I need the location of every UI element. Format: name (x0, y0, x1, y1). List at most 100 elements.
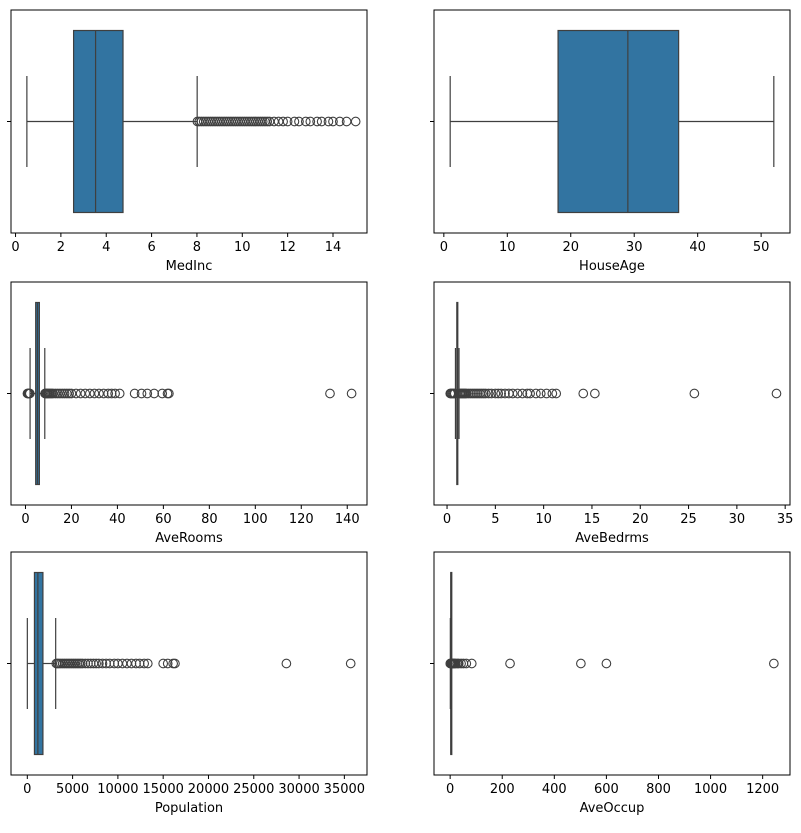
averooms-outlier (325, 388, 335, 399)
avebedrms-x-tick-label: 15 (584, 512, 601, 527)
averooms-x-tick-label: 0 (21, 512, 29, 527)
population-iqr-box (33, 571, 44, 756)
medinc-outlier (294, 116, 304, 127)
population-outlier (91, 658, 102, 669)
averooms-outlier (129, 388, 140, 399)
medinc-outlier (289, 116, 300, 127)
medinc-outlier (305, 116, 316, 127)
averooms-outlier (157, 388, 168, 399)
averooms-outlier (103, 388, 114, 399)
medinc-outlier (328, 116, 338, 127)
medinc-outlier (334, 116, 345, 127)
population-outlier (345, 658, 356, 669)
averooms-outlier (94, 388, 104, 399)
avebedrms-outlier (486, 388, 497, 399)
averooms-outlier (24, 388, 35, 399)
averooms-outlier (164, 388, 174, 399)
population-outlier (158, 658, 169, 669)
medinc-x-tick-label: 12 (279, 240, 296, 255)
aveoccup-outlier (466, 658, 477, 669)
averooms-outlier (98, 388, 109, 399)
avebedrms-x-tick-label: 20 (632, 512, 649, 527)
averooms-x-tick-label: 120 (289, 512, 314, 527)
averooms-outlier (61, 388, 72, 399)
population-x-tick-label: 0 (23, 782, 31, 797)
averooms-outlier (110, 388, 120, 399)
aveoccup-outlier (456, 658, 466, 669)
averooms-outlier (66, 388, 77, 399)
houseage-x-tick-label: 50 (753, 240, 770, 255)
medinc-outlier (300, 116, 311, 127)
houseage-x-tick-label: 0 (440, 240, 448, 255)
population-x-tick-label: 10000 (97, 782, 138, 797)
population-outlier (281, 658, 292, 669)
avebedrms-outlier (551, 388, 562, 399)
population-x-tick-label: 5000 (56, 782, 89, 797)
population-x-tick-label: 35000 (324, 782, 365, 797)
avebedrms-outlier (493, 388, 504, 399)
avebedrms-outlier (531, 388, 541, 399)
avebedrms-outlier (512, 388, 523, 399)
panel-medinc: 0 2 4 6 8 10 12 14 MedInc (7, 9, 368, 274)
population-outlier (170, 658, 180, 669)
avebedrms-outlier (496, 388, 506, 399)
medinc-x-tick-label: 0 (11, 240, 19, 255)
averooms-outlier (80, 388, 91, 399)
medinc-x-tick-label: 6 (147, 240, 155, 255)
averooms-outlier (346, 388, 357, 399)
avebedrms-outlier (771, 388, 782, 399)
population-outlier (97, 658, 108, 669)
population-outlier (94, 658, 104, 669)
averooms-x-tick-label: 140 (335, 512, 360, 527)
houseage-x-tick-label: 10 (499, 240, 516, 255)
medinc-axis-label: MedInc (166, 259, 213, 274)
aveoccup-x-tick-label: 0 (446, 782, 454, 797)
averooms-x-tick-label: 80 (201, 512, 218, 527)
medinc-x-tick-label: 4 (102, 240, 110, 255)
avebedrms-outlier (483, 388, 494, 399)
population-x-tick-label: 30000 (278, 782, 319, 797)
avebedrms-outlier (480, 388, 491, 399)
medinc-x-tick-label: 14 (325, 240, 342, 255)
averooms-outlier (84, 388, 95, 399)
averooms-outlier (48, 388, 58, 399)
aveoccup-outlier (576, 658, 586, 669)
avebedrms-outlier (541, 388, 552, 399)
population-outlier (139, 658, 150, 669)
population-x-tick-label: 25000 (233, 782, 274, 797)
population-axis-label: Population (155, 801, 223, 816)
averooms-x-tick-label: 20 (63, 512, 80, 527)
houseage-x-tick-label: 30 (626, 240, 643, 255)
averooms-outlier (71, 388, 81, 399)
aveoccup-outlier (453, 658, 464, 669)
medinc-outlier (282, 116, 293, 127)
avebedrms-outlier (490, 388, 501, 399)
medinc-outlier (312, 116, 322, 127)
aveoccup-outlier (601, 658, 612, 669)
medinc-outlier (323, 116, 334, 127)
avebedrms-outlier (525, 388, 535, 399)
averooms-outlier (52, 388, 63, 399)
houseage-x-tick-label: 20 (562, 240, 579, 255)
avebedrms-x-tick-label: 25 (680, 512, 697, 527)
averooms-outlier (114, 388, 125, 399)
aveoccup-x-tick-label: 800 (646, 782, 671, 797)
averooms-x-tick-label: 40 (109, 512, 126, 527)
aveoccup-outlier (769, 658, 779, 669)
medinc-iqr-box (72, 29, 124, 214)
avebedrms-outlier (689, 388, 700, 399)
houseage-x-tick-label: 40 (689, 240, 706, 255)
avebedrms-x-tick-label: 35 (777, 512, 794, 527)
averooms-outlier (149, 388, 160, 399)
avebedrms-outlier (590, 388, 600, 399)
aveoccup-x-tick-label: 1200 (746, 782, 779, 797)
avebedrms-axis-label: AveBedrms (575, 531, 649, 546)
averooms-outlier (89, 388, 100, 399)
population-x-tick-label: 15000 (143, 782, 184, 797)
averooms-x-tick-label: 60 (155, 512, 172, 527)
panel-avebedrms: 0 5 10 15 20 25 30 35 AveBedrms (430, 281, 794, 546)
panel-aveoccup: 0 200 400 600 800 1000 1200 AveOccup (430, 551, 791, 816)
avebedrms-x-tick-label: 30 (729, 512, 746, 527)
panel-houseage: 0 10 20 30 40 50 HouseAge (430, 9, 791, 274)
